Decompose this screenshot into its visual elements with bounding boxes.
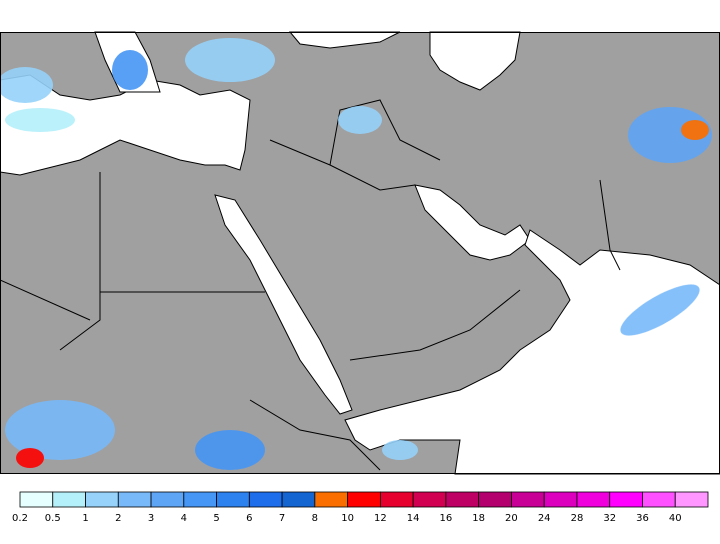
colorbar-segment: [52, 491, 86, 508]
red-sea: [214, 194, 353, 415]
precipitation: [0, 38, 712, 470]
rain-area: [338, 106, 382, 134]
border: [329, 99, 441, 166]
border: [269, 139, 416, 191]
rain-area: [185, 38, 275, 82]
colorbar-segment: [478, 491, 512, 508]
colorbar-label: 0.5: [45, 513, 61, 524]
colorbar-segment: [609, 491, 643, 508]
colorbar-segment: [216, 491, 250, 508]
persian-gulf: [414, 184, 531, 261]
rain-area: [681, 120, 709, 140]
colorbar-segment: [183, 491, 217, 508]
border: [0, 279, 91, 321]
colorbar-segment: [281, 491, 316, 508]
rain-area: [0, 67, 53, 103]
colorbar-segment: [150, 491, 185, 508]
colorbar-label: 0.2: [12, 513, 28, 524]
colorbar-label: 32: [603, 513, 616, 524]
border: [59, 172, 101, 351]
rain-area: [112, 50, 148, 90]
colorbar-segment: [576, 491, 611, 508]
colorbar-label: 20: [505, 513, 518, 524]
border: [599, 179, 621, 271]
colorbar-label: 40: [669, 513, 682, 524]
colorbar-segment: [445, 491, 480, 508]
arabian-sea: [344, 229, 720, 475]
rain-area: [5, 400, 115, 460]
rain-area: [5, 108, 75, 132]
colorbar-label: 12: [374, 513, 387, 524]
colorbar-label: 36: [636, 513, 649, 524]
colorbar-label: 8: [312, 513, 318, 524]
colorbar-label: 7: [279, 513, 285, 524]
caspian-sea: [429, 31, 521, 91]
colorbar-segment: [674, 491, 709, 508]
borders: [0, 99, 621, 471]
colorbar-segment: [511, 491, 545, 508]
colorbar-label: 28: [571, 513, 584, 524]
colorbar-segment: [379, 491, 414, 508]
mediterranean-sea: [0, 74, 251, 176]
border: [249, 399, 381, 471]
colorbar-label: 10: [341, 513, 354, 524]
colorbar-label: 4: [181, 513, 187, 524]
colorbar-label: 18: [472, 513, 485, 524]
rain-area: [620, 284, 700, 336]
border: [349, 289, 521, 361]
colorbar-label: 3: [148, 513, 154, 524]
colorbar-label: 6: [246, 513, 252, 524]
colorbar-segment: [19, 491, 54, 508]
colorbar-segment: [314, 491, 349, 508]
rain-area: [195, 430, 265, 470]
rain-area: [16, 448, 44, 468]
colorbar-segment: [117, 491, 152, 508]
colorbar-segment: [347, 491, 381, 508]
colorbar-segment: [248, 491, 283, 508]
colorbar-label: 5: [213, 513, 219, 524]
colorbar-label: 1: [82, 513, 88, 524]
seas: [0, 31, 720, 475]
colorbar: 0.2 0.5 1 2 3 4 5 6 7 8 10 12 14 16 18 20 24 28 32 36 40: [12, 491, 709, 524]
colorbar-segment: [642, 491, 676, 508]
colorbar-label: 2: [115, 513, 121, 524]
colorbar-label: 14: [407, 513, 420, 524]
colorbar-segment: [543, 491, 578, 508]
map-area: [0, 31, 720, 475]
colorbar-label: 16: [440, 513, 453, 524]
colorbar-label: 24: [538, 513, 551, 524]
colorbar-segment: [412, 491, 447, 508]
colorbar-segment: [85, 491, 119, 508]
rain-area: [382, 440, 418, 460]
